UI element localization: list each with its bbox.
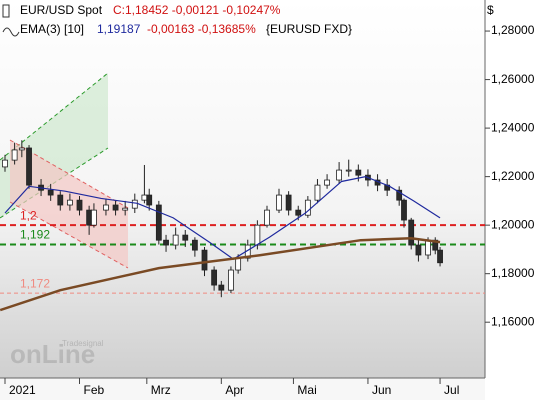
candle-body xyxy=(103,204,109,211)
candle-body xyxy=(295,209,302,216)
y-tick-label: 1,22000 xyxy=(491,169,535,183)
indicator-label: EMA(3) [10] xyxy=(20,22,84,36)
candle-body xyxy=(57,194,64,206)
y-tick-label: 1,18000 xyxy=(491,266,535,280)
candle-body xyxy=(47,189,54,196)
candle-body xyxy=(408,219,415,246)
candle-body xyxy=(131,199,138,209)
level-label: 1,172 xyxy=(20,276,50,290)
candle-body xyxy=(355,169,362,176)
candle-body xyxy=(76,199,83,211)
candle-body xyxy=(324,179,330,186)
candle-body xyxy=(396,189,403,201)
candle-body xyxy=(172,234,179,246)
x-tick-label: Apr xyxy=(225,383,244,397)
x-tick-label: Mrz xyxy=(151,383,171,397)
candle-body xyxy=(66,199,73,206)
candle-body xyxy=(18,147,25,151)
candle-body xyxy=(191,239,198,251)
candle-body xyxy=(122,207,129,211)
currency-label: $ xyxy=(487,3,494,17)
candle-body xyxy=(401,199,407,221)
candle-body xyxy=(26,147,32,186)
y-tick-label: 1,20000 xyxy=(491,217,535,231)
x-tick-label: 2021 xyxy=(9,383,36,397)
candle-body xyxy=(415,244,422,256)
candle-body xyxy=(314,184,321,201)
watermark-text: onLine xyxy=(10,339,95,369)
candle-icon xyxy=(2,4,10,18)
candle-body xyxy=(91,209,97,226)
candle-body xyxy=(425,239,431,256)
candle-body xyxy=(211,269,218,286)
candle-body xyxy=(155,204,162,241)
y-tick-label: 1,26000 xyxy=(491,72,535,86)
indicator-change: -0,00163 -0,13685% xyxy=(147,22,256,36)
candle-body xyxy=(254,224,261,246)
candle-body xyxy=(285,194,292,211)
candle-body xyxy=(163,239,169,246)
candle-body xyxy=(235,257,242,271)
candle-body xyxy=(182,234,189,241)
candle-body xyxy=(432,239,439,251)
candle-body xyxy=(11,149,18,161)
watermark: onLine Tradesignal xyxy=(10,339,104,369)
indicator-value: 1,19187 xyxy=(97,22,141,36)
quote-label: C:1,18452 -0,00121 -0,10247% xyxy=(113,3,281,17)
candle-body xyxy=(218,284,225,291)
candle-body xyxy=(201,249,208,271)
candle-body xyxy=(2,159,8,168)
watermark-subtext: Tradesignal xyxy=(62,339,104,348)
symbol-label: EUR/USD Spot xyxy=(20,3,103,17)
candle-body xyxy=(336,169,343,181)
x-tick-label: Feb xyxy=(84,383,105,397)
y-tick-label: 1,16000 xyxy=(491,314,535,328)
source-label: {EURUSD FXD} xyxy=(266,22,352,36)
indicator-line xyxy=(0,236,441,312)
candle-body xyxy=(86,209,93,226)
candle-body xyxy=(141,194,148,201)
candle-body xyxy=(112,204,119,211)
x-axis-area xyxy=(0,378,485,400)
candle-body xyxy=(264,209,270,226)
down-channel-line xyxy=(9,201,129,269)
level-label: 1,2 xyxy=(20,208,37,222)
candle-body xyxy=(304,199,311,216)
header: EUR/USD Spot C:1,18452 -0,00121 -0,10247… xyxy=(2,3,352,37)
candle-body xyxy=(276,194,282,211)
candle-body xyxy=(345,169,352,172)
y-axis-area xyxy=(485,0,550,400)
x-tick-label: Mai xyxy=(297,383,316,397)
candle-body xyxy=(437,249,443,264)
candle-body xyxy=(146,194,153,206)
level-label: 1,192 xyxy=(20,228,50,242)
candle-body xyxy=(228,269,234,291)
x-tick-label: Jun xyxy=(372,383,391,397)
y-tick-label: 1,28000 xyxy=(491,23,535,37)
y-tick-label: 1,24000 xyxy=(491,120,535,134)
line-icon xyxy=(2,27,20,37)
x-tick-label: Jul xyxy=(444,383,459,397)
